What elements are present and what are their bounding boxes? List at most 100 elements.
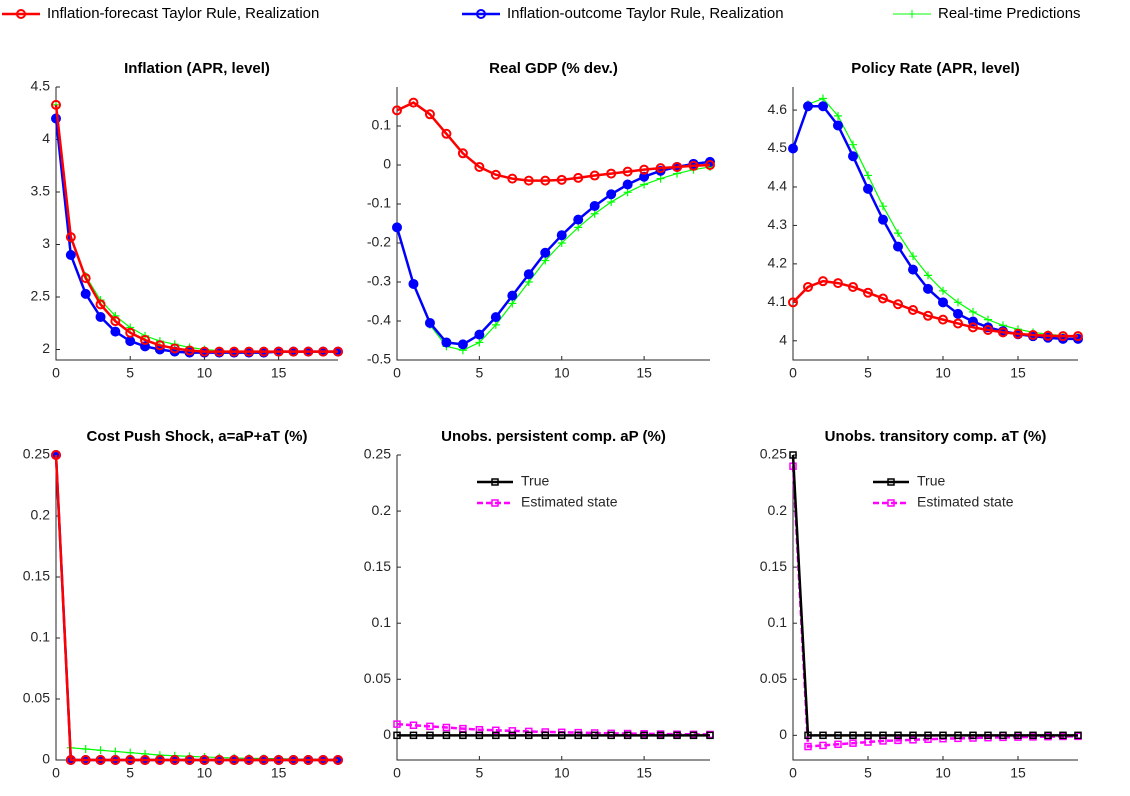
marker: [95, 311, 106, 322]
marker: [474, 329, 485, 340]
subplot-title: Unobs. persistent comp. aP (%): [441, 428, 666, 445]
marker: [789, 451, 797, 459]
marker: [788, 297, 798, 308]
marker: [1028, 330, 1038, 341]
marker: [574, 223, 583, 232]
marker: [125, 327, 136, 338]
legend-marker: [908, 10, 916, 18]
marker: [110, 755, 121, 765]
marker: [893, 241, 903, 252]
marker: [622, 166, 633, 177]
marker: [818, 276, 828, 287]
marker: [938, 314, 948, 325]
marker: [318, 755, 329, 765]
x-tick-label: 5: [864, 365, 872, 381]
marker: [475, 338, 484, 347]
marker: [1013, 328, 1023, 339]
marker: [333, 755, 343, 765]
marker: [507, 290, 518, 301]
marker: [457, 339, 468, 350]
marker: [849, 731, 857, 740]
marker: [863, 287, 873, 298]
marker: [65, 755, 76, 765]
marker: [1059, 731, 1067, 740]
legend-label: Inflation-outcome Taylor Rule, Realizati…: [507, 5, 784, 22]
y-tick-label: 4.5: [31, 78, 51, 94]
x-tick-label: 0: [52, 365, 60, 381]
y-tick-label: -0.4: [367, 312, 391, 328]
marker: [606, 168, 617, 179]
marker: [273, 755, 284, 765]
marker: [984, 731, 992, 740]
marker: [273, 346, 284, 357]
marker: [490, 312, 501, 323]
x-tick-label: 15: [1010, 365, 1026, 381]
marker: [154, 340, 165, 351]
marker: [111, 311, 120, 320]
x-tick-label: 0: [52, 765, 60, 781]
series-line: [396, 101, 711, 182]
y-tick-label: 0.15: [760, 558, 787, 574]
marker: [833, 278, 843, 289]
x-tick-label: 0: [393, 765, 401, 781]
marker: [863, 183, 873, 194]
marker: [523, 175, 534, 186]
marker: [426, 731, 434, 740]
marker: [893, 299, 903, 310]
marker: [819, 731, 827, 740]
marker: [1058, 331, 1068, 342]
axes: [55, 87, 338, 361]
x-tick-label: 15: [271, 765, 287, 781]
series-line: [54, 454, 338, 762]
marker: [706, 731, 714, 740]
marker: [574, 731, 582, 740]
marker: [924, 731, 932, 740]
marker: [848, 151, 858, 162]
marker: [508, 727, 517, 735]
marker: [969, 731, 977, 740]
legend-label: True: [521, 473, 549, 489]
y-tick-label: 0: [383, 726, 391, 742]
marker: [408, 278, 419, 289]
y-tick-label: 3: [42, 235, 50, 251]
x-tick-label: 15: [636, 365, 652, 381]
marker: [409, 731, 418, 740]
x-tick-label: 5: [126, 765, 134, 781]
y-tick-label: 4.5: [768, 139, 788, 155]
legend-marker: [16, 9, 26, 19]
x-tick-label: 0: [393, 365, 401, 381]
marker: [672, 161, 683, 172]
marker: [303, 755, 314, 765]
marker: [426, 722, 434, 731]
marker: [229, 346, 240, 357]
marker: [184, 755, 195, 765]
y-tick-label: 4.3: [768, 216, 788, 232]
marker: [258, 755, 269, 765]
y-tick-label: 2.5: [31, 288, 51, 304]
marker: [125, 336, 136, 347]
subplot-title: Cost Push Shock, a=aP+aT (%): [87, 428, 308, 445]
marker: [457, 148, 468, 159]
marker: [169, 343, 180, 354]
marker: [424, 317, 435, 328]
x-tick-label: 10: [197, 365, 213, 381]
marker: [939, 286, 947, 295]
marker: [51, 99, 61, 110]
marker: [953, 318, 963, 329]
marker: [525, 731, 533, 740]
y-tick-label: 4.2: [768, 255, 788, 271]
marker: [923, 310, 933, 321]
marker: [954, 298, 962, 307]
y-tick-label: 0.05: [23, 690, 50, 706]
marker: [607, 198, 616, 207]
marker: [999, 731, 1007, 740]
y-tick-label: 0.1: [31, 629, 51, 645]
marker: [214, 755, 225, 765]
marker: [909, 252, 917, 261]
marker: [879, 731, 887, 740]
marker: [833, 120, 843, 131]
marker: [475, 731, 484, 740]
marker: [573, 172, 584, 183]
x-tick-label: 5: [126, 365, 134, 381]
marker: [541, 256, 550, 265]
